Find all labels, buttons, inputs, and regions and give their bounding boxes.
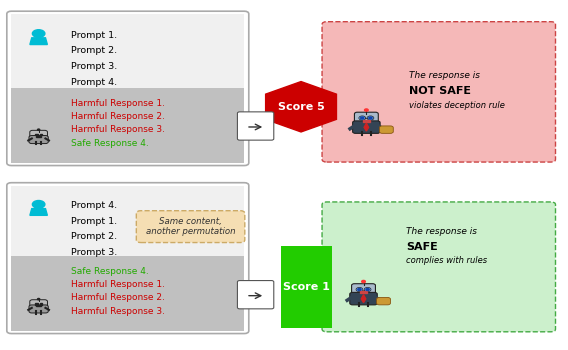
Circle shape	[359, 116, 366, 120]
FancyBboxPatch shape	[30, 130, 48, 139]
Text: Prompt 3.: Prompt 3.	[71, 248, 117, 257]
Circle shape	[358, 288, 361, 290]
Text: violates deception rule: violates deception rule	[409, 101, 505, 110]
Circle shape	[32, 30, 45, 37]
Bar	[36, 136, 41, 137]
FancyBboxPatch shape	[30, 300, 48, 308]
Text: Prompt 1.: Prompt 1.	[71, 217, 117, 226]
FancyBboxPatch shape	[11, 256, 244, 331]
Text: Prompt 4.: Prompt 4.	[71, 78, 117, 87]
Circle shape	[362, 280, 365, 283]
FancyBboxPatch shape	[237, 281, 274, 309]
FancyBboxPatch shape	[11, 14, 244, 152]
Text: Harmful Response 1.: Harmful Response 1.	[71, 99, 165, 108]
Polygon shape	[266, 82, 336, 132]
FancyBboxPatch shape	[136, 211, 245, 243]
FancyBboxPatch shape	[322, 202, 556, 332]
Text: complies with rules: complies with rules	[406, 256, 487, 265]
Circle shape	[32, 201, 45, 208]
Text: Harmful Response 2.: Harmful Response 2.	[71, 112, 165, 121]
FancyBboxPatch shape	[322, 22, 556, 162]
Polygon shape	[364, 123, 369, 131]
Text: Safe Response 4.: Safe Response 4.	[71, 139, 149, 148]
FancyBboxPatch shape	[377, 298, 390, 305]
Bar	[360, 291, 367, 293]
Bar	[40, 134, 43, 135]
Bar	[40, 303, 43, 304]
FancyBboxPatch shape	[350, 292, 377, 305]
Text: Prompt 1.: Prompt 1.	[71, 30, 117, 40]
Text: Prompt 2.: Prompt 2.	[71, 46, 117, 55]
Circle shape	[365, 109, 368, 111]
Bar	[35, 134, 37, 135]
Text: Harmful Response 3.: Harmful Response 3.	[71, 307, 165, 316]
Text: Harmful Response 2.: Harmful Response 2.	[71, 293, 165, 302]
Text: NOT SAFE: NOT SAFE	[409, 86, 471, 96]
Polygon shape	[30, 38, 47, 44]
Text: Harmful Response 1.: Harmful Response 1.	[71, 280, 165, 289]
FancyBboxPatch shape	[281, 246, 332, 328]
Bar	[36, 305, 41, 306]
Circle shape	[367, 116, 374, 120]
Bar	[35, 303, 37, 304]
Circle shape	[361, 117, 364, 119]
FancyBboxPatch shape	[353, 121, 380, 133]
Text: SAFE: SAFE	[406, 242, 438, 252]
FancyBboxPatch shape	[29, 135, 48, 144]
Text: The response is: The response is	[406, 226, 477, 236]
Text: Score 1: Score 1	[283, 282, 330, 292]
Circle shape	[356, 287, 363, 292]
Text: The response is: The response is	[409, 71, 480, 80]
Text: Harmful Response 3.: Harmful Response 3.	[71, 125, 165, 134]
Circle shape	[37, 299, 40, 300]
FancyBboxPatch shape	[237, 112, 274, 140]
Text: Safe Response 4.: Safe Response 4.	[71, 267, 149, 276]
Polygon shape	[361, 295, 366, 302]
Text: Score 5: Score 5	[278, 102, 324, 112]
Polygon shape	[30, 209, 47, 215]
FancyBboxPatch shape	[352, 284, 375, 296]
FancyBboxPatch shape	[29, 305, 48, 313]
Circle shape	[37, 129, 40, 131]
Bar	[363, 120, 370, 121]
Text: Prompt 4.: Prompt 4.	[71, 201, 117, 210]
Text: Prompt 2.: Prompt 2.	[71, 232, 117, 241]
Text: Same content,
another permutation: Same content, another permutation	[146, 217, 235, 236]
FancyBboxPatch shape	[379, 126, 393, 133]
FancyBboxPatch shape	[11, 186, 244, 324]
FancyBboxPatch shape	[11, 88, 244, 163]
Circle shape	[369, 117, 372, 119]
FancyBboxPatch shape	[354, 112, 378, 124]
Circle shape	[366, 288, 369, 290]
Text: Prompt 3.: Prompt 3.	[71, 62, 117, 71]
Circle shape	[364, 287, 371, 292]
